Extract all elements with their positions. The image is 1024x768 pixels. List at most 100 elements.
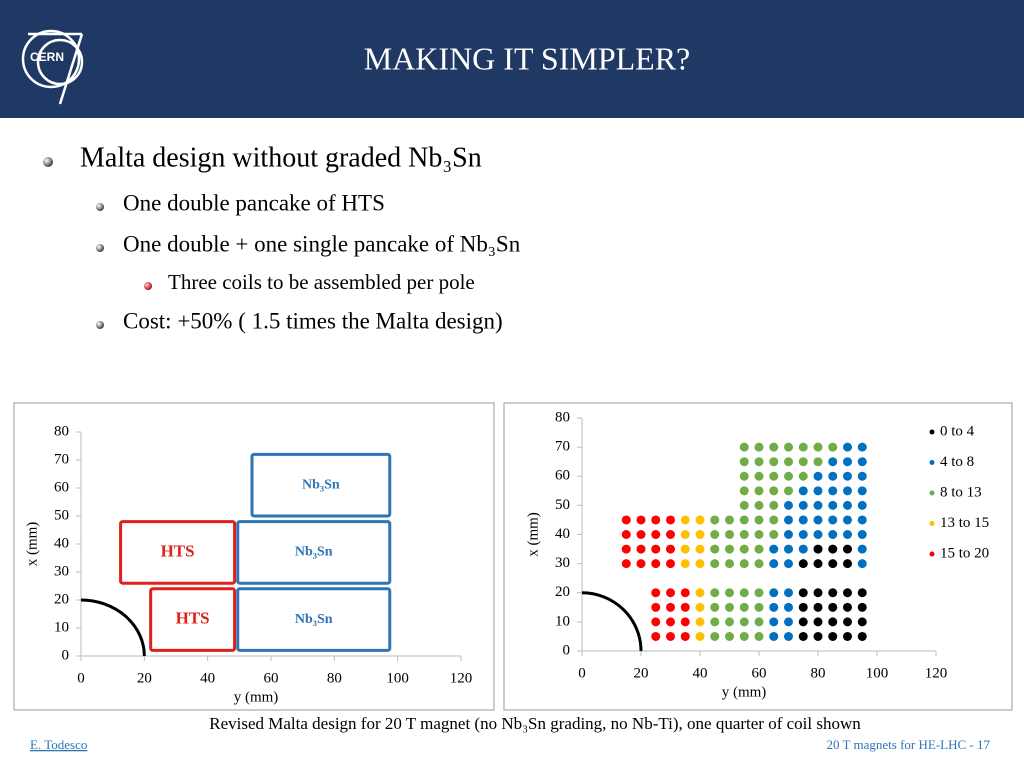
footer-author[interactable]: E. Todesco (30, 737, 87, 752)
field-point (621, 530, 631, 539)
footer-page: 20 T magnets for HE-LHC - 17 (827, 737, 991, 752)
legend-marker (929, 460, 935, 465)
field-point (725, 530, 734, 539)
field-point (828, 442, 838, 452)
field-point (739, 442, 749, 452)
field-point (843, 515, 852, 525)
field-point (695, 617, 705, 627)
field-point (828, 617, 838, 627)
field-point (857, 617, 867, 627)
field-point (710, 631, 720, 641)
field-point (680, 530, 690, 539)
x-axis-title: y (mm) (234, 689, 279, 705)
field-point (680, 544, 690, 554)
field-point (754, 442, 764, 452)
x-tick-label: 0 (77, 670, 85, 686)
field-point (651, 515, 661, 525)
field-point (828, 544, 838, 554)
field-point (798, 602, 808, 612)
legend-label: 15 to 20 (940, 545, 989, 561)
field-point (754, 530, 764, 539)
x-tick-label: 120 (450, 670, 473, 686)
field-point (725, 631, 734, 641)
y-tick-label: 70 (555, 439, 570, 455)
field-point (813, 530, 823, 539)
field-point (739, 500, 749, 510)
field-point (725, 588, 734, 598)
y-tick-label: 40 (555, 526, 570, 542)
field-point (666, 602, 675, 612)
y-tick-label: 50 (555, 497, 570, 513)
field-point (798, 530, 808, 539)
field-point (739, 617, 749, 627)
field-point (636, 530, 646, 539)
field-point (710, 617, 720, 627)
y-tick-label: 0 (62, 647, 70, 663)
field-point (666, 530, 675, 539)
field-point (857, 631, 867, 641)
logo (21, 29, 84, 105)
field-point (754, 559, 764, 569)
field-point (784, 588, 793, 598)
field-point (666, 544, 675, 554)
legend-marker (929, 521, 935, 526)
bullet-icon (43, 157, 53, 167)
coil-label: Nb₃Sn (295, 612, 333, 627)
field-point (754, 515, 764, 525)
field-point (813, 588, 823, 598)
field-point (857, 442, 867, 452)
y-tick-label: 80 (555, 409, 570, 425)
field-point (710, 530, 720, 539)
field-point (739, 631, 749, 641)
field-point (710, 559, 720, 569)
field-point (843, 559, 852, 569)
header-band (0, 0, 1024, 118)
bullet-list: Malta design without graded Nb₃Sn One dou… (43, 142, 521, 333)
chart-frame (503, 402, 1013, 711)
field-point (680, 515, 690, 525)
bullet-text: Three coils to be assembled per pole (168, 270, 475, 294)
field-point (843, 471, 852, 481)
field-point (754, 471, 764, 481)
field-point (784, 457, 793, 467)
field-point (769, 457, 779, 467)
x-tick-label: 20 (137, 670, 152, 686)
field-point (843, 457, 852, 467)
field-point (769, 631, 779, 641)
field-point (784, 515, 793, 525)
y-tick-label: 40 (54, 535, 69, 551)
field-point (843, 500, 852, 510)
field-point (828, 515, 838, 525)
field-point (739, 471, 749, 481)
coil-label: Nb₃Sn (295, 545, 333, 560)
field-point (784, 631, 793, 641)
field-point (680, 631, 690, 641)
x-tick-label: 120 (925, 665, 948, 681)
field-point (666, 617, 675, 627)
field-point (710, 544, 720, 554)
field-point (710, 588, 720, 598)
x-tick-label: 60 (264, 670, 279, 686)
field-point (828, 457, 838, 467)
field-point (754, 544, 764, 554)
field-point (621, 544, 631, 554)
field-point (695, 530, 705, 539)
field-point (784, 500, 793, 510)
field-point (857, 530, 867, 539)
field-point (784, 544, 793, 554)
field-point (754, 500, 764, 510)
y-tick-label: 70 (54, 451, 69, 467)
x-tick-label: 100 (866, 665, 889, 681)
field-point (636, 544, 646, 554)
field-point (769, 515, 779, 525)
field-point (857, 588, 867, 598)
field-point (843, 530, 852, 539)
field-point (813, 515, 823, 525)
field-point (828, 530, 838, 539)
field-point (739, 515, 749, 525)
field-point (828, 588, 838, 598)
x-tick-label: 0 (578, 665, 586, 681)
field-point (784, 442, 793, 452)
field-point (666, 631, 675, 641)
field-point (754, 486, 764, 496)
